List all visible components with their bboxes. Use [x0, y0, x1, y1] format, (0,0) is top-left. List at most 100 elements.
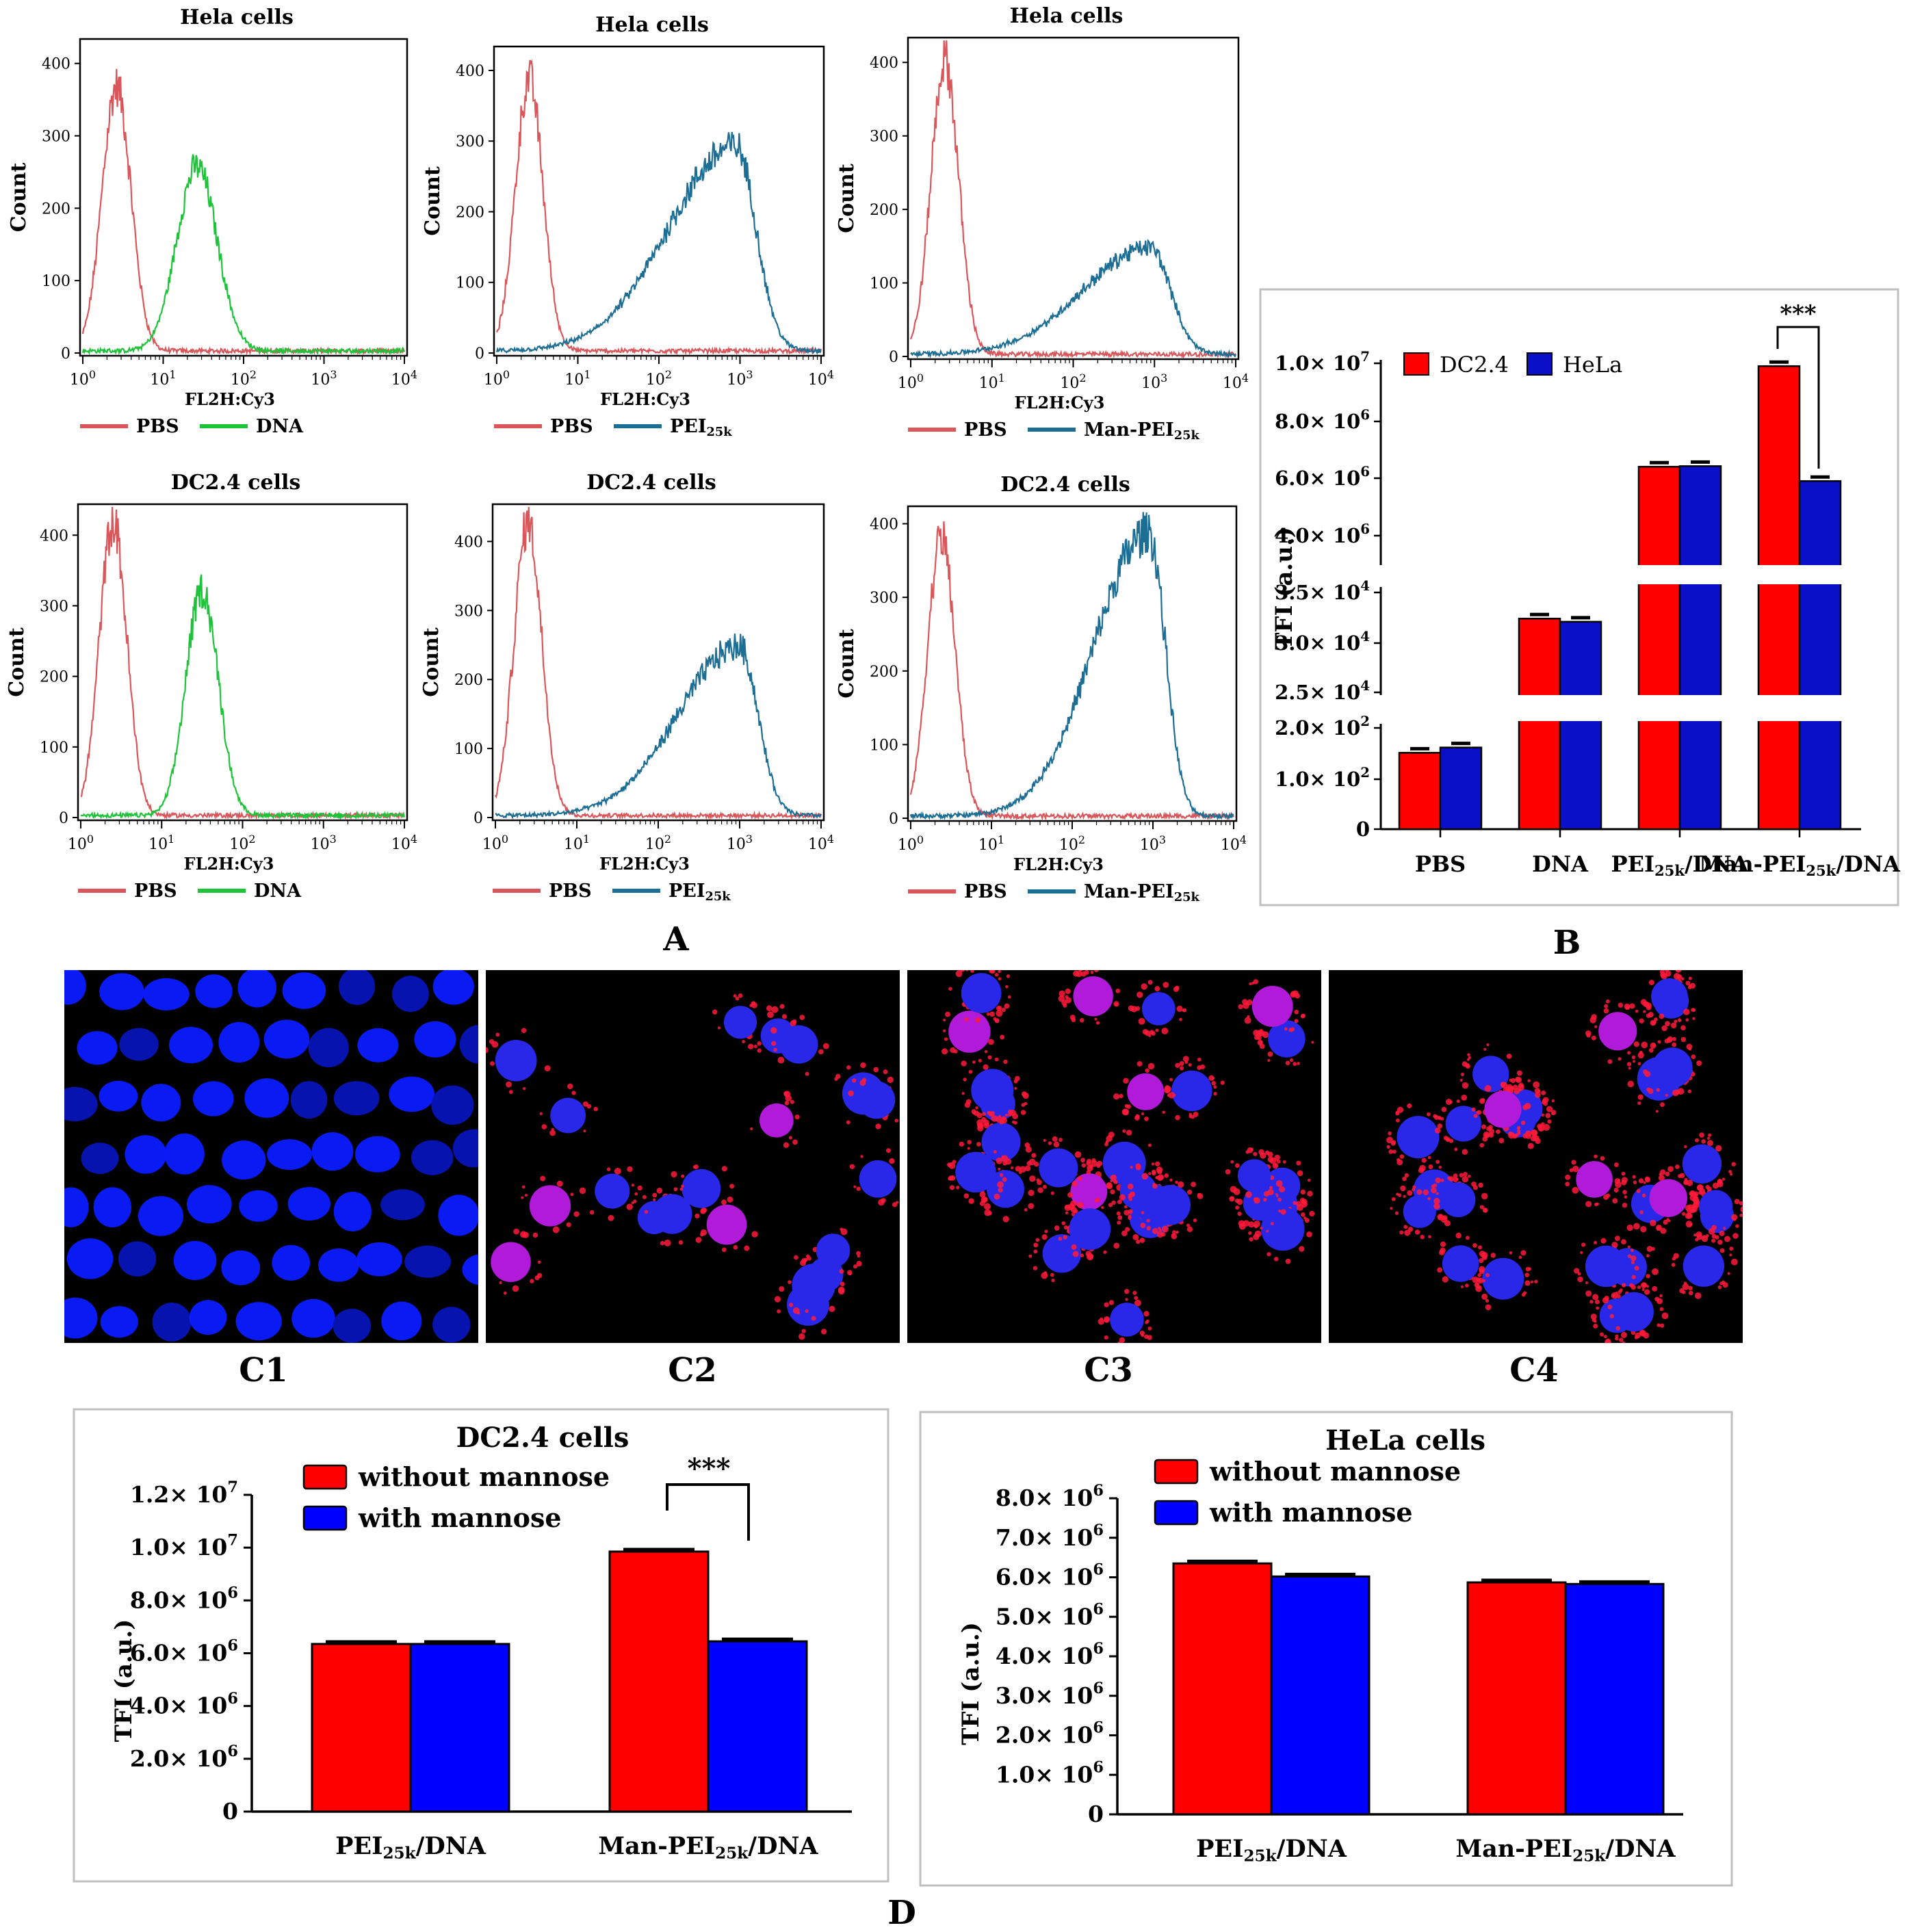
- nucleus: [1069, 1208, 1111, 1251]
- nucleus: [452, 1129, 478, 1168]
- red-puncta: [1146, 1225, 1152, 1231]
- red-puncta: [1657, 1323, 1661, 1327]
- red-puncta: [783, 1091, 788, 1096]
- red-puncta: [1033, 1249, 1038, 1254]
- red-puncta: [1675, 1164, 1680, 1169]
- nucleus: [1614, 1292, 1654, 1332]
- red-puncta: [1021, 1103, 1026, 1108]
- histogram-xtick-label: 102: [1060, 371, 1086, 392]
- red-puncta: [1141, 1112, 1145, 1116]
- red-puncta: [1230, 1186, 1237, 1193]
- nucleus: [948, 1010, 991, 1053]
- legend-label-dna: DNA: [254, 880, 302, 902]
- nucleus: [141, 1084, 181, 1122]
- red-puncta: [1650, 1220, 1657, 1227]
- nucleus: [64, 970, 86, 1005]
- red-puncta: [1729, 1253, 1732, 1257]
- red-puncta: [1541, 1090, 1546, 1095]
- red-puncta: [1585, 1290, 1592, 1297]
- red-puncta: [1622, 1203, 1628, 1208]
- red-puncta: [1080, 1253, 1085, 1257]
- red-puncta: [1701, 1139, 1706, 1144]
- red-puncta: [1050, 1272, 1054, 1277]
- red-puncta: [1711, 1238, 1716, 1243]
- red-puncta: [846, 1065, 851, 1070]
- red-puncta: [1722, 1177, 1726, 1181]
- histogram-xlabel: FL2H:Cy3: [185, 389, 275, 409]
- red-puncta: [996, 1157, 1003, 1164]
- red-puncta: [1722, 1280, 1726, 1284]
- red-puncta: [1396, 1192, 1399, 1196]
- red-puncta: [1577, 1276, 1583, 1283]
- red-puncta: [979, 1191, 986, 1198]
- red-puncta: [1282, 1160, 1286, 1164]
- panel-label-a: A: [663, 920, 689, 958]
- red-puncta: [1541, 1113, 1544, 1117]
- red-puncta: [1676, 970, 1681, 972]
- red-puncta: [1407, 1190, 1413, 1196]
- red-puncta: [983, 1197, 988, 1203]
- red-puncta: [1267, 1051, 1273, 1057]
- histogram-ytick-label: 300: [42, 129, 70, 146]
- legend-label-pbs: PBS: [964, 881, 1007, 902]
- red-puncta: [742, 1040, 745, 1043]
- red-puncta: [751, 1001, 756, 1006]
- nucleus: [380, 1189, 425, 1220]
- red-puncta: [1108, 1300, 1115, 1305]
- red-puncta: [773, 1047, 777, 1052]
- nucleus: [1260, 1207, 1305, 1251]
- significance-bracket-b: [1776, 326, 1820, 469]
- red-puncta: [1734, 1199, 1740, 1205]
- red-puncta: [1580, 1251, 1583, 1254]
- micrograph-c3: [907, 970, 1321, 1343]
- red-puncta: [1430, 1187, 1437, 1194]
- red-puncta: [1161, 1028, 1169, 1034]
- red-puncta: [1397, 1106, 1404, 1113]
- red-puncta: [1486, 1043, 1490, 1047]
- red-puncta: [566, 1222, 571, 1227]
- red-puncta: [1687, 1213, 1693, 1219]
- nucleus: [221, 1250, 261, 1285]
- red-puncta: [1269, 1175, 1275, 1180]
- histogram-xlabel: FL2H:Cy3: [184, 854, 274, 874]
- nucleus: [235, 1302, 282, 1341]
- red-puncta: [1097, 1160, 1103, 1166]
- red-puncta: [1667, 1166, 1674, 1173]
- red-puncta: [1681, 977, 1685, 981]
- red-puncta: [1685, 980, 1691, 986]
- red-puncta: [1672, 1089, 1679, 1097]
- red-puncta: [1660, 1169, 1666, 1175]
- red-puncta: [1175, 1062, 1180, 1069]
- red-puncta: [1633, 1223, 1640, 1230]
- red-puncta: [757, 1041, 762, 1046]
- micrograph-label-c3: C3: [1084, 1351, 1133, 1389]
- red-puncta: [1706, 1136, 1711, 1140]
- red-puncta: [1143, 1311, 1150, 1317]
- red-puncta: [1103, 1250, 1107, 1254]
- red-puncta: [1438, 1165, 1442, 1169]
- red-puncta: [721, 1199, 727, 1205]
- red-puncta: [1113, 1179, 1118, 1184]
- red-puncta: [1003, 1059, 1008, 1065]
- red-puncta: [1058, 1236, 1063, 1241]
- red-puncta: [1285, 1060, 1290, 1066]
- red-puncta: [967, 1140, 972, 1145]
- red-puncta: [1619, 1288, 1623, 1292]
- nucleus: [1484, 1091, 1522, 1128]
- red-puncta: [717, 1026, 721, 1030]
- red-puncta: [1147, 1335, 1152, 1340]
- red-puncta: [673, 1187, 678, 1192]
- nucleus: [138, 1196, 184, 1236]
- nucleus: [1237, 1159, 1271, 1192]
- red-puncta: [1488, 1132, 1494, 1138]
- red-puncta: [1211, 1081, 1217, 1086]
- red-puncta: [1051, 1278, 1055, 1283]
- nucleus: [381, 1301, 422, 1341]
- red-puncta: [1442, 1276, 1449, 1283]
- red-puncta: [1537, 1123, 1543, 1130]
- red-puncta: [1474, 1282, 1479, 1288]
- nucleus: [311, 1132, 354, 1171]
- red-puncta: [860, 1062, 866, 1069]
- nucleus: [263, 1019, 310, 1059]
- red-puncta: [1132, 1233, 1139, 1240]
